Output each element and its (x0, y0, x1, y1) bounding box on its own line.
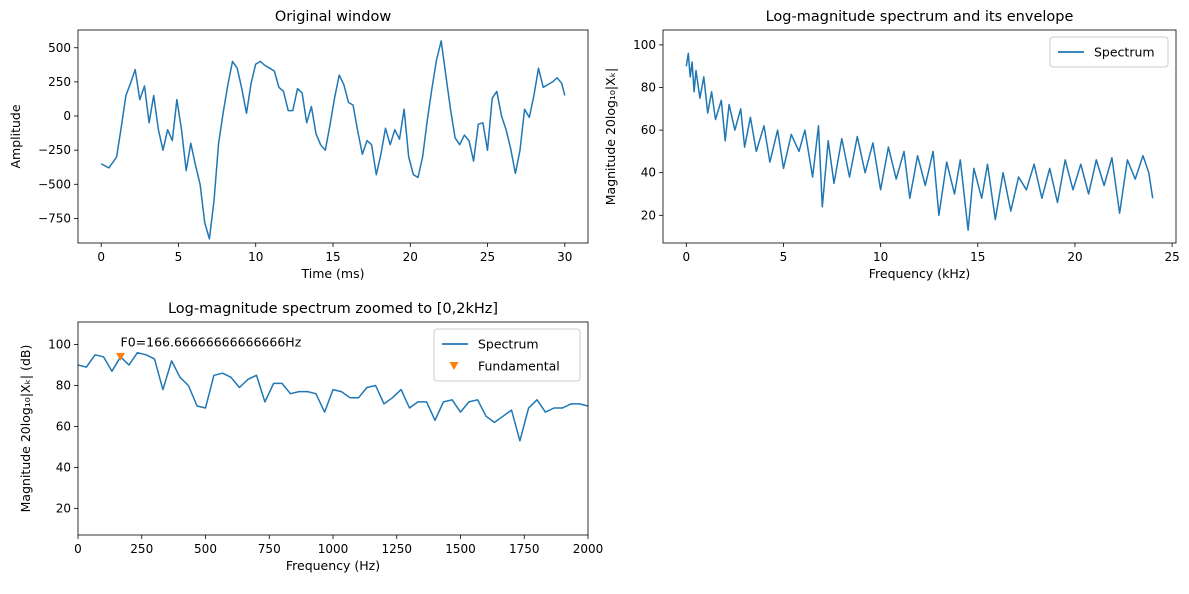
spectrum-ytick-label: 20 (641, 208, 656, 222)
spectrum-legend-label: Spectrum (1094, 45, 1155, 60)
spectrum-legend-box (1049, 36, 1169, 68)
zoom-title: Log-magnitude spectrum zoomed to [0,2kHz… (168, 301, 498, 317)
spectrum-ytick-label: 40 (641, 166, 656, 180)
zoom-ylabel: Magnitude 20log₁₀|Xₖ| (dB) (18, 345, 33, 513)
window-xtick-label: 0 (97, 250, 105, 264)
window-ytick-label: −750 (38, 211, 71, 225)
window-xtick-label: 15 (325, 250, 340, 264)
spectrum-xtick-label: 15 (970, 250, 985, 264)
spectrum-xtick-label: 20 (1067, 250, 1082, 264)
spectrum-xtick-label: 25 (1164, 250, 1179, 264)
zoom-axes: 0 250 500 750 1000 1250 1500 1750 2000 20 40 60 80 10… (18, 301, 603, 573)
spectrum-ytick-label: 80 (641, 81, 656, 95)
window-xtick-label: 25 (480, 250, 495, 264)
spectrum-xtick-label: 5 (780, 250, 788, 264)
window-xtick-label: 30 (557, 250, 572, 264)
zoom-ytick-label: 100 (48, 338, 71, 352)
window-xlabel: Time (ms) (300, 266, 364, 281)
zoom-xtick-label: 2000 (573, 542, 604, 556)
zoom-legend: Spectrum Fundamental (433, 328, 581, 382)
zoom-xtick-label: 1750 (509, 542, 540, 556)
zoom-xtick-label: 250 (130, 542, 153, 556)
spectrum-ytick-label: 100 (633, 38, 656, 52)
zoom-xtick-label: 1000 (318, 542, 349, 556)
zoom-legend-label: Spectrum (478, 337, 539, 352)
spectrum-ylabel: Magnitude 20log₁₀|Xₖ| (603, 68, 618, 206)
window-frame (77, 29, 589, 244)
spectrum-xlabel: Frequency (kHz) (869, 266, 971, 281)
window-ytick-label: 500 (48, 41, 71, 55)
spectrum-title: Log-magnitude spectrum and its envelope (766, 9, 1074, 25)
zoom-xtick-label: 500 (194, 542, 217, 556)
window-title: Original window (275, 9, 392, 25)
zoom-xlabel: Frequency (Hz) (286, 558, 380, 573)
zoom-legend-label: Fundamental (478, 359, 560, 374)
zoom-xtick-label: 1500 (445, 542, 476, 556)
window-ytick-label: 0 (63, 109, 71, 123)
window-ytick-label: 250 (48, 75, 71, 89)
zoom-legend-marker (449, 362, 459, 370)
window-series-window (100, 40, 566, 240)
zoom-ytick-label: 60 (56, 419, 71, 433)
spectrum-xtick-label: 10 (873, 250, 888, 264)
zoom-xtick-label: 750 (258, 542, 281, 556)
spectrum-xtick-label: 0 (682, 250, 690, 264)
spectrum-frame (662, 29, 1177, 244)
zoom-legend-box (433, 328, 581, 382)
window-axes: 0 5 10 15 20 25 30 −750 −500 −250 0 250 500 Original … (8, 9, 589, 281)
zoom-fundamental-marker (116, 352, 126, 361)
window-ytick-label: −250 (38, 143, 71, 157)
zoom-xtick-label: 0 (74, 542, 82, 556)
zoom-annotation: F0=166.66666666666666Hz (121, 335, 302, 350)
zoom-ytick-label: 20 (56, 501, 71, 515)
window-xtick-label: 10 (248, 250, 263, 264)
zoom-xtick-label: 1250 (381, 542, 412, 556)
window-ylabel: Amplitude (8, 104, 23, 168)
window-xtick-label: 5 (175, 250, 183, 264)
window-ytick-label: −500 (38, 177, 71, 191)
window-xtick-label: 20 (403, 250, 418, 264)
zoom-ytick-label: 40 (56, 460, 71, 474)
spectrum-axes: 0 5 10 15 20 25 20 40 60 80 100 Log-magnitude spect… (603, 9, 1180, 281)
spectrum-legend: Spectrum (1049, 36, 1169, 68)
spectrum-ytick-label: 60 (641, 123, 656, 137)
zoom-ytick-label: 80 (56, 378, 71, 392)
spectrum-series-spectrum (685, 52, 1154, 231)
zoom-series-spectrum (78, 351, 588, 442)
